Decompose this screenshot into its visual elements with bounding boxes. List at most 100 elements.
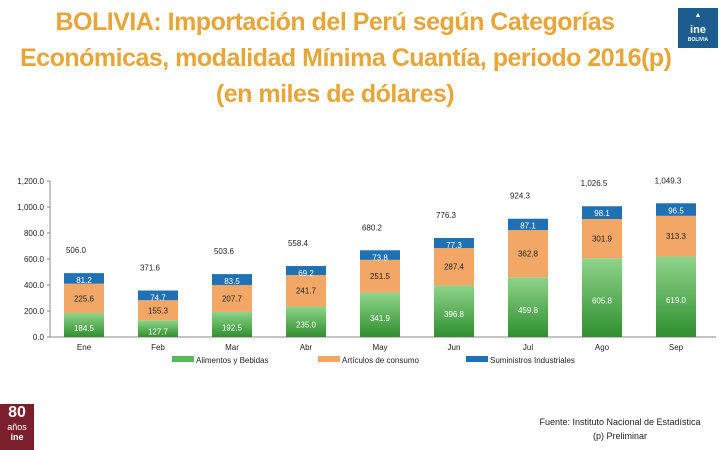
- source-note: Fuente: Instituto Nacional de Estadístic…: [520, 415, 720, 443]
- bar-segment: [138, 300, 178, 321]
- bar-segment: [656, 215, 696, 257]
- y-tick-label: 0.0: [33, 333, 45, 342]
- chart-title: BOLIVIA: Importación del Perú según Cate…: [20, 4, 672, 112]
- total-label: 558.4: [288, 239, 309, 248]
- bar-segment: [138, 290, 178, 301]
- bar-segment: [434, 238, 474, 249]
- x-tick-label: Ene: [77, 343, 92, 352]
- bar-segment: [656, 256, 696, 337]
- anniversary-line2: ine: [10, 432, 24, 442]
- data-label: 235.0: [296, 321, 317, 330]
- bar-segment: [582, 218, 622, 259]
- ine-logo: ▲ ine BOLIVIA: [678, 8, 718, 48]
- data-label: 207.7: [222, 294, 243, 303]
- data-label: 605.8: [592, 297, 613, 306]
- data-label: 73.8: [372, 253, 388, 262]
- bar-segment: [286, 275, 326, 307]
- anniversary-number: 80: [8, 404, 26, 421]
- bar-segment: [582, 206, 622, 219]
- bar-segment: [656, 203, 696, 216]
- total-label: 1,049.3: [655, 176, 682, 185]
- x-tick-label: Jul: [523, 343, 533, 352]
- data-label: 619.0: [666, 296, 687, 305]
- title-line-1: BOLIVIA: Importación del Perú según Cate…: [55, 8, 615, 36]
- data-label: 184.5: [74, 324, 95, 333]
- legend-swatch: [466, 356, 488, 362]
- bar-segment: [360, 292, 400, 337]
- data-label: 81.2: [76, 276, 92, 285]
- data-label: 396.8: [444, 310, 465, 319]
- source-line-1: Fuente: Instituto Nacional de Estadístic…: [539, 417, 701, 427]
- y-tick-label: 600.0: [24, 255, 45, 264]
- bar-segment: [508, 218, 548, 231]
- bar-segment: [138, 320, 178, 337]
- x-tick-label: Ago: [595, 343, 610, 352]
- legend-swatch: [318, 356, 340, 362]
- bar-segment: [212, 284, 252, 312]
- logo-sub: BOLIVIA: [687, 37, 709, 43]
- bar-segment: [64, 283, 104, 314]
- title-line-2: Económicas, modalidad Mínima Cuantía, pe…: [20, 44, 672, 72]
- anniversary-logo: 80 años ine: [0, 404, 34, 450]
- x-tick-label: Abr: [300, 343, 313, 352]
- data-label: 341.9: [370, 314, 391, 323]
- data-label: 251.5: [370, 272, 391, 281]
- data-label: 225.6: [74, 294, 95, 303]
- bar-segment: [508, 230, 548, 278]
- data-label: 87.1: [520, 222, 536, 231]
- data-label: 192.5: [222, 323, 243, 332]
- data-label: 69.2: [298, 269, 314, 278]
- data-label: 98.1: [594, 209, 610, 218]
- total-label: 680.2: [362, 223, 383, 232]
- y-tick-label: 1,000.0: [17, 203, 44, 212]
- data-label: 83.5: [224, 277, 240, 286]
- bar-segment: [360, 250, 400, 260]
- total-label: 924.3: [510, 192, 531, 201]
- x-tick-label: Sep: [669, 343, 684, 352]
- title-line-3: (en miles de dólares): [215, 80, 455, 108]
- source-line-2: (p) Preliminar: [592, 431, 647, 441]
- data-label: 77.3: [446, 241, 462, 250]
- data-label: 301.9: [592, 235, 613, 244]
- bar-segment: [64, 313, 104, 337]
- bar-segment: [212, 311, 252, 337]
- total-label: 503.6: [214, 247, 235, 256]
- bar-segment: [434, 248, 474, 286]
- data-label: 459.8: [518, 306, 539, 315]
- data-label: 74.7: [150, 293, 166, 302]
- total-label: 371.6: [140, 263, 161, 272]
- bar-segment: [582, 258, 622, 337]
- bar-segment: [212, 274, 252, 285]
- data-label: 313.3: [666, 232, 687, 241]
- total-label: 1,026.5: [581, 179, 608, 188]
- x-tick-label: May: [372, 343, 387, 352]
- bar-segment: [360, 259, 400, 293]
- data-label: 287.4: [444, 263, 465, 272]
- legend-label: Suministros Industriales: [490, 356, 575, 365]
- bar-segment: [286, 266, 326, 276]
- bar-segment: [286, 306, 326, 337]
- legend-swatch: [172, 356, 194, 362]
- y-tick-label: 400.0: [24, 281, 45, 290]
- total-label: 776.3: [436, 211, 457, 220]
- data-label: 155.3: [148, 306, 169, 315]
- y-tick-label: 800.0: [24, 229, 45, 238]
- data-label: 127.7: [148, 328, 169, 337]
- anniversary-line1: años: [7, 422, 27, 432]
- legend-label: Alimentos y Bebidas: [196, 356, 268, 365]
- total-label: 506.0: [66, 246, 87, 255]
- bar-segment: [434, 285, 474, 337]
- bar-segment: [64, 273, 104, 284]
- y-tick-label: 200.0: [24, 307, 45, 316]
- y-tick-label: 1,200.0: [17, 177, 44, 186]
- x-tick-label: Feb: [151, 343, 165, 352]
- data-label: 362.8: [518, 250, 539, 259]
- logo-text: ine: [690, 24, 706, 36]
- data-label: 96.5: [668, 206, 684, 215]
- bar-segment: [508, 277, 548, 337]
- data-label: 241.7: [296, 287, 317, 296]
- legend-label: Artículos de consumo: [342, 356, 419, 365]
- x-tick-label: Jun: [448, 343, 461, 352]
- x-tick-label: Mar: [225, 343, 239, 352]
